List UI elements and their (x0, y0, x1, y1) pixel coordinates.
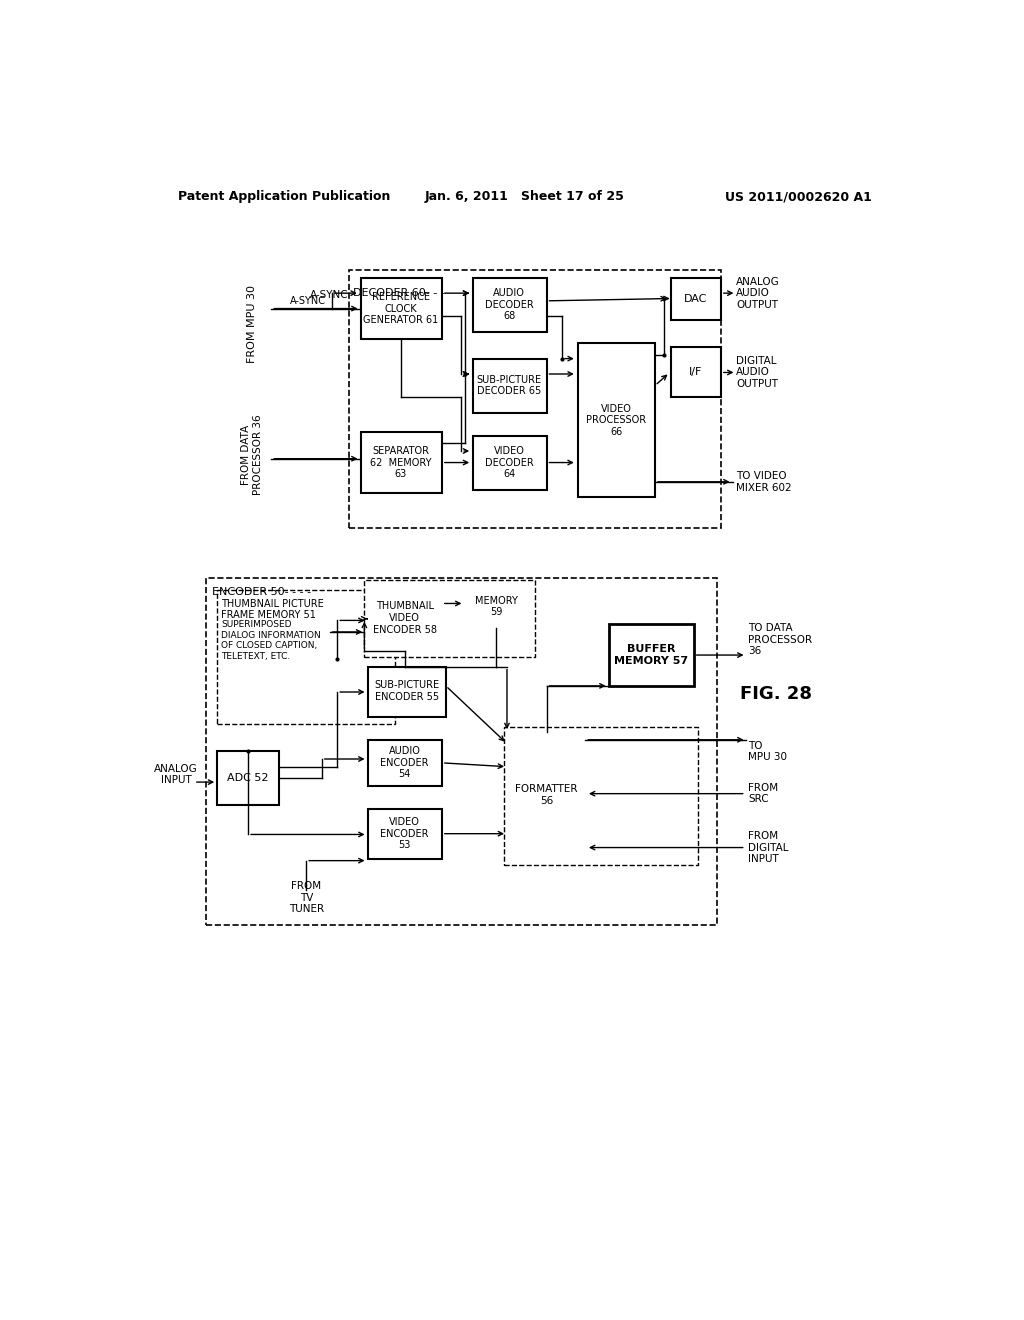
Text: THUMBNAIL
VIDEO
ENCODER 58: THUMBNAIL VIDEO ENCODER 58 (373, 602, 436, 635)
FancyBboxPatch shape (369, 667, 445, 717)
FancyBboxPatch shape (217, 751, 280, 805)
Text: Jan. 6, 2011   Sheet 17 of 25: Jan. 6, 2011 Sheet 17 of 25 (425, 190, 625, 203)
Text: FROM DATA
PROCESSOR 36: FROM DATA PROCESSOR 36 (242, 414, 263, 495)
Text: TO DATA
PROCESSOR
36: TO DATA PROCESSOR 36 (748, 623, 812, 656)
Text: THUMBNAIL PICTURE
FRAME MEMORY 51: THUMBNAIL PICTURE FRAME MEMORY 51 (221, 599, 324, 620)
FancyBboxPatch shape (671, 277, 721, 321)
Text: VIDEO
PROCESSOR
66: VIDEO PROCESSOR 66 (586, 404, 646, 437)
Text: I/F: I/F (688, 367, 702, 378)
FancyBboxPatch shape (465, 586, 527, 628)
Text: A-SYNC: A-SYNC (290, 296, 326, 306)
Text: VIDEO
DECODER
64: VIDEO DECODER 64 (485, 446, 534, 479)
FancyBboxPatch shape (473, 436, 547, 490)
FancyBboxPatch shape (473, 277, 547, 331)
FancyBboxPatch shape (504, 726, 697, 866)
FancyBboxPatch shape (360, 432, 442, 494)
Text: ENCODER 50- - - -: ENCODER 50- - - - (212, 587, 311, 597)
Text: FORMATTER
56: FORMATTER 56 (515, 784, 578, 807)
FancyBboxPatch shape (473, 359, 547, 412)
Text: TO
MPU 30: TO MPU 30 (748, 741, 787, 762)
Text: FROM
DIGITAL
INPUT: FROM DIGITAL INPUT (748, 832, 788, 865)
Text: DIGITAL
AUDIO
OUTPUT: DIGITAL AUDIO OUTPUT (736, 356, 778, 389)
Text: SEPARATOR
62  MEMORY
63: SEPARATOR 62 MEMORY 63 (370, 446, 431, 479)
Text: FROM
TV
TUNER: FROM TV TUNER (289, 880, 324, 915)
Text: DECODER 60- - -: DECODER 60- - - (352, 288, 444, 298)
Text: US 2011/0002620 A1: US 2011/0002620 A1 (725, 190, 872, 203)
FancyBboxPatch shape (369, 809, 442, 859)
FancyBboxPatch shape (217, 590, 395, 725)
Text: A-SYNC: A-SYNC (310, 290, 349, 301)
Text: Patent Application Publication: Patent Application Publication (178, 190, 391, 203)
FancyBboxPatch shape (671, 347, 721, 397)
Text: FROM MPU 30: FROM MPU 30 (247, 285, 257, 363)
Text: SUPERIMPOSED
DIALOG INFORMATION
OF CLOSED CAPTION,
TELETEXT, ETC.: SUPERIMPOSED DIALOG INFORMATION OF CLOSE… (221, 620, 321, 660)
Text: ADC 52: ADC 52 (227, 774, 269, 783)
FancyBboxPatch shape (508, 733, 586, 859)
Text: ANALOG
AUDIO
OUTPUT: ANALOG AUDIO OUTPUT (736, 277, 780, 310)
Text: REFERENCE
CLOCK
GENERATOR 61: REFERENCE CLOCK GENERATOR 61 (364, 292, 438, 325)
Text: AUDIO
DECODER
68: AUDIO DECODER 68 (485, 288, 534, 321)
FancyBboxPatch shape (608, 624, 693, 686)
Text: DAC: DAC (684, 293, 707, 304)
FancyBboxPatch shape (206, 578, 717, 924)
FancyBboxPatch shape (369, 739, 442, 785)
Text: VIDEO
ENCODER
53: VIDEO ENCODER 53 (381, 817, 429, 850)
FancyBboxPatch shape (360, 277, 442, 339)
FancyBboxPatch shape (365, 581, 535, 657)
Text: FIG. 28: FIG. 28 (740, 685, 812, 702)
Text: TO VIDEO
MIXER 602: TO VIDEO MIXER 602 (736, 471, 792, 492)
Text: SUB-PICTURE
ENCODER 55: SUB-PICTURE ENCODER 55 (375, 680, 439, 702)
FancyBboxPatch shape (349, 271, 721, 528)
Text: MEMORY
59: MEMORY 59 (475, 595, 517, 618)
Text: ANALOG
INPUT: ANALOG INPUT (155, 763, 198, 785)
FancyBboxPatch shape (369, 586, 442, 651)
Text: AUDIO
ENCODER
54: AUDIO ENCODER 54 (381, 746, 429, 779)
Text: BUFFER
MEMORY 57: BUFFER MEMORY 57 (614, 644, 688, 665)
FancyBboxPatch shape (578, 343, 655, 498)
Text: SUB-PICTURE
DECODER 65: SUB-PICTURE DECODER 65 (477, 375, 542, 396)
Text: FROM
SRC: FROM SRC (748, 783, 778, 804)
